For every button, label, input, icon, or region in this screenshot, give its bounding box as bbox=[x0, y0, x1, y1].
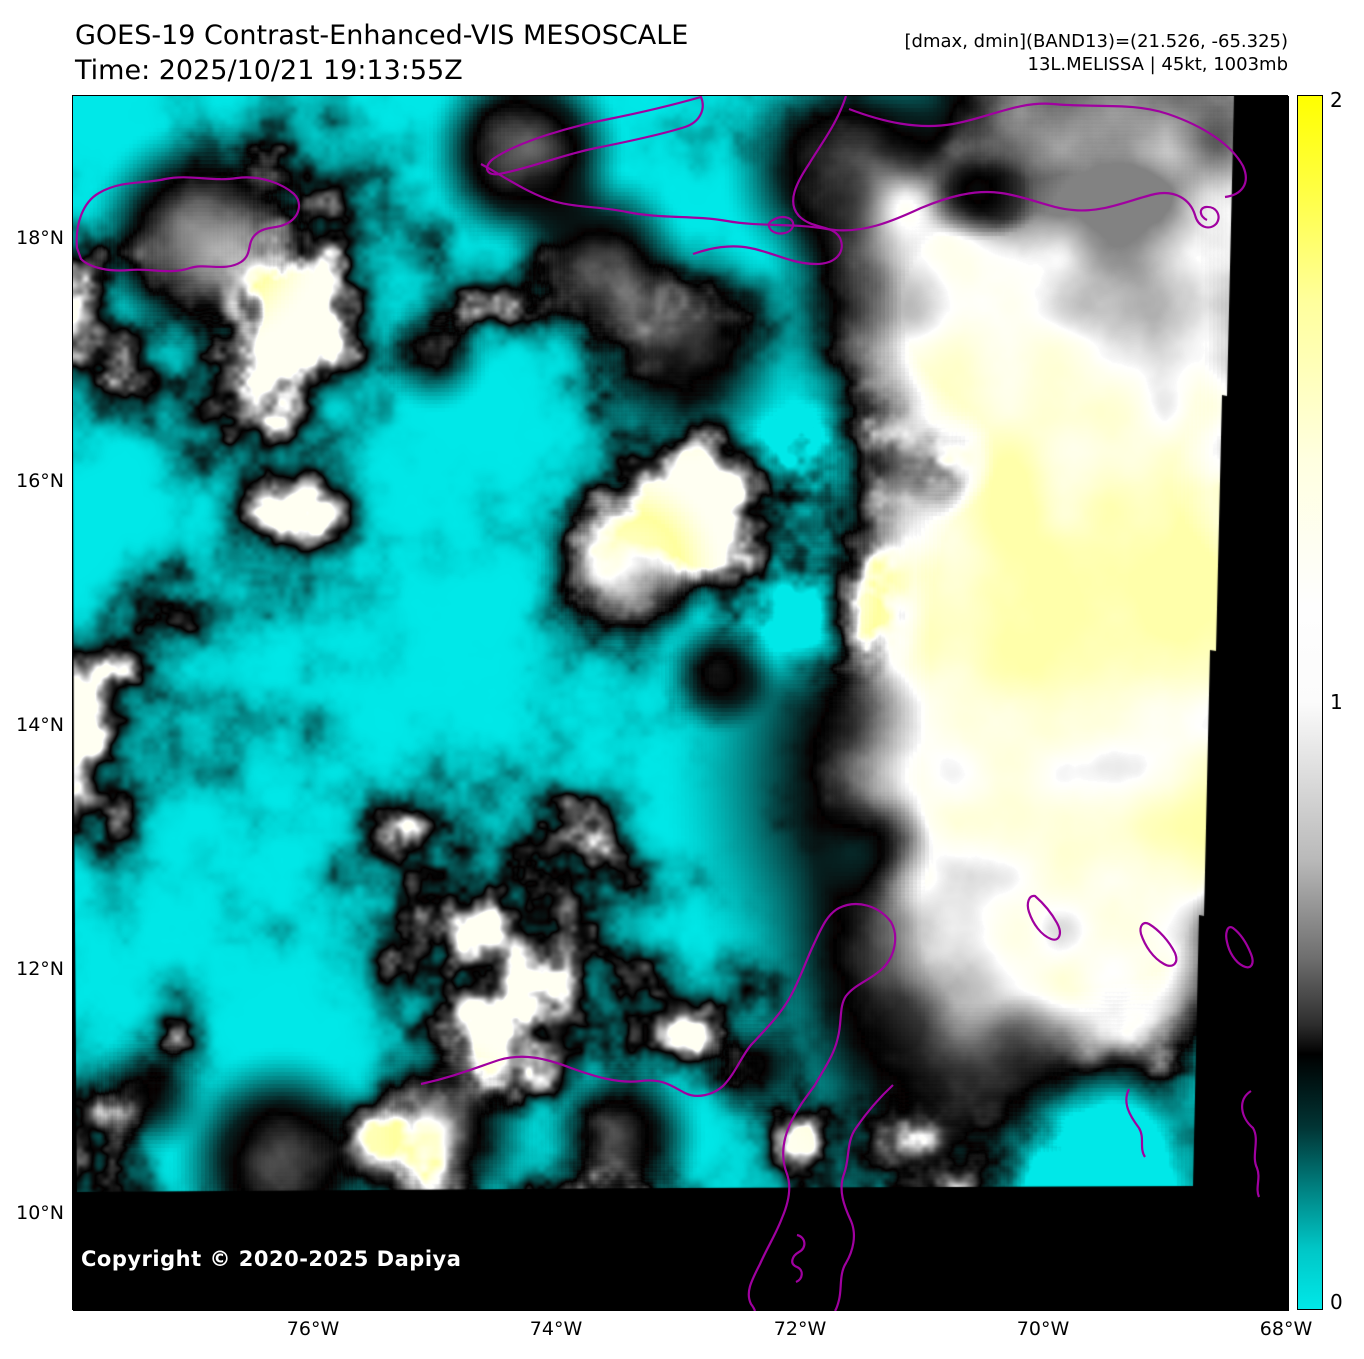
lon-tick-label: 76°W bbox=[286, 1318, 340, 1340]
coastline-bonaire bbox=[1139, 922, 1178, 967]
lon-tick-label: 72°W bbox=[773, 1318, 827, 1340]
lat-tick-label: 14°N bbox=[16, 714, 64, 736]
coastline-paraguana bbox=[1241, 1090, 1261, 1198]
lon-tick-label: 68°W bbox=[1259, 1318, 1313, 1340]
copyright-text: Copyright © 2020-2025 Dapiya bbox=[81, 1247, 462, 1271]
page-title: GOES-19 Contrast-Enhanced-VIS MESOSCALE bbox=[75, 20, 689, 51]
satellite-imagery-canvas bbox=[73, 96, 1289, 1311]
coastline-gonave-shore bbox=[692, 96, 848, 266]
timestamp: Time: 2025/10/21 19:13:55Z bbox=[75, 55, 463, 86]
coastline-lake-enriquillo bbox=[767, 216, 795, 235]
lat-tick-label: 18°N bbox=[16, 227, 64, 249]
lat-tick-label: 16°N bbox=[16, 470, 64, 492]
lat-tick-label: 10°N bbox=[16, 1202, 64, 1224]
coastline-curacao bbox=[1026, 894, 1061, 941]
annotation-block: [dmax, dmin](BAND13)=(21.526, -65.325) 1… bbox=[905, 30, 1288, 76]
coastline-venezuela bbox=[420, 903, 897, 1097]
coastline-maracaibo-squiggle bbox=[791, 1233, 806, 1284]
coastline-guajira-west bbox=[747, 1084, 816, 1311]
coastline-guajira-east bbox=[834, 1084, 894, 1311]
band-stats-text: [dmax, dmin](BAND13)=(21.526, -65.325) bbox=[904, 31, 1288, 52]
satellite-map: Copyright © 2020-2025 Dapiya bbox=[72, 95, 1289, 1311]
lon-tick-label: 70°W bbox=[1016, 1318, 1070, 1340]
colorbar-tick-label: 1 bbox=[1330, 690, 1343, 714]
coastline-overlay bbox=[75, 96, 1261, 1311]
coastline-venezuela-inlet bbox=[1125, 1088, 1146, 1158]
coastline-island-east bbox=[1225, 926, 1254, 969]
coastline-hispaniola-south bbox=[480, 163, 1220, 232]
colorbar bbox=[1297, 95, 1323, 1310]
coastline-jamaica bbox=[75, 176, 301, 273]
colorbar-tick-label: 0 bbox=[1330, 1290, 1343, 1314]
coastline-haiti-north-peninsula bbox=[485, 96, 704, 176]
lon-tick-label: 74°W bbox=[529, 1318, 583, 1340]
coastline-hispaniola-north bbox=[848, 102, 1247, 199]
colorbar-tick-label: 2 bbox=[1330, 88, 1343, 112]
storm-info-text: 13L.MELISSA | 45kt, 1003mb bbox=[1027, 54, 1289, 75]
title-block: GOES-19 Contrast-Enhanced-VIS MESOSCALE … bbox=[75, 18, 688, 88]
lat-tick-label: 12°N bbox=[16, 958, 64, 980]
